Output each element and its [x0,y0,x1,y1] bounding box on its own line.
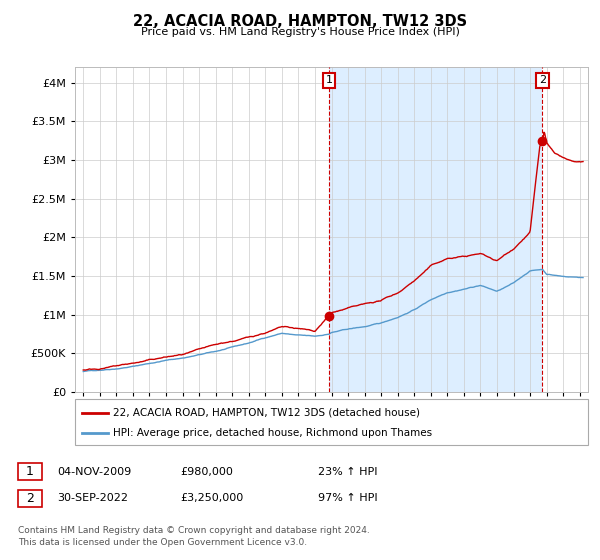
Text: 30-SEP-2022: 30-SEP-2022 [57,493,128,503]
Text: 22, ACACIA ROAD, HAMPTON, TW12 3DS (detached house): 22, ACACIA ROAD, HAMPTON, TW12 3DS (deta… [113,408,420,418]
Text: 2: 2 [26,492,34,505]
Text: 1: 1 [26,465,34,478]
Text: 2: 2 [539,76,546,85]
Text: £980,000: £980,000 [180,466,233,477]
Text: 97% ↑ HPI: 97% ↑ HPI [318,493,377,503]
Bar [329,67,542,392]
Text: 1: 1 [325,76,332,85]
Text: Contains HM Land Registry data © Crown copyright and database right 2024.
This d: Contains HM Land Registry data © Crown c… [18,526,370,547]
Text: 04-NOV-2009: 04-NOV-2009 [57,466,131,477]
Text: Price paid vs. HM Land Registry's House Price Index (HPI): Price paid vs. HM Land Registry's House … [140,27,460,37]
Text: HPI: Average price, detached house, Richmond upon Thames: HPI: Average price, detached house, Rich… [113,428,432,438]
Text: £3,250,000: £3,250,000 [180,493,243,503]
Text: 22, ACACIA ROAD, HAMPTON, TW12 3DS: 22, ACACIA ROAD, HAMPTON, TW12 3DS [133,14,467,29]
Text: 23% ↑ HPI: 23% ↑ HPI [318,466,377,477]
